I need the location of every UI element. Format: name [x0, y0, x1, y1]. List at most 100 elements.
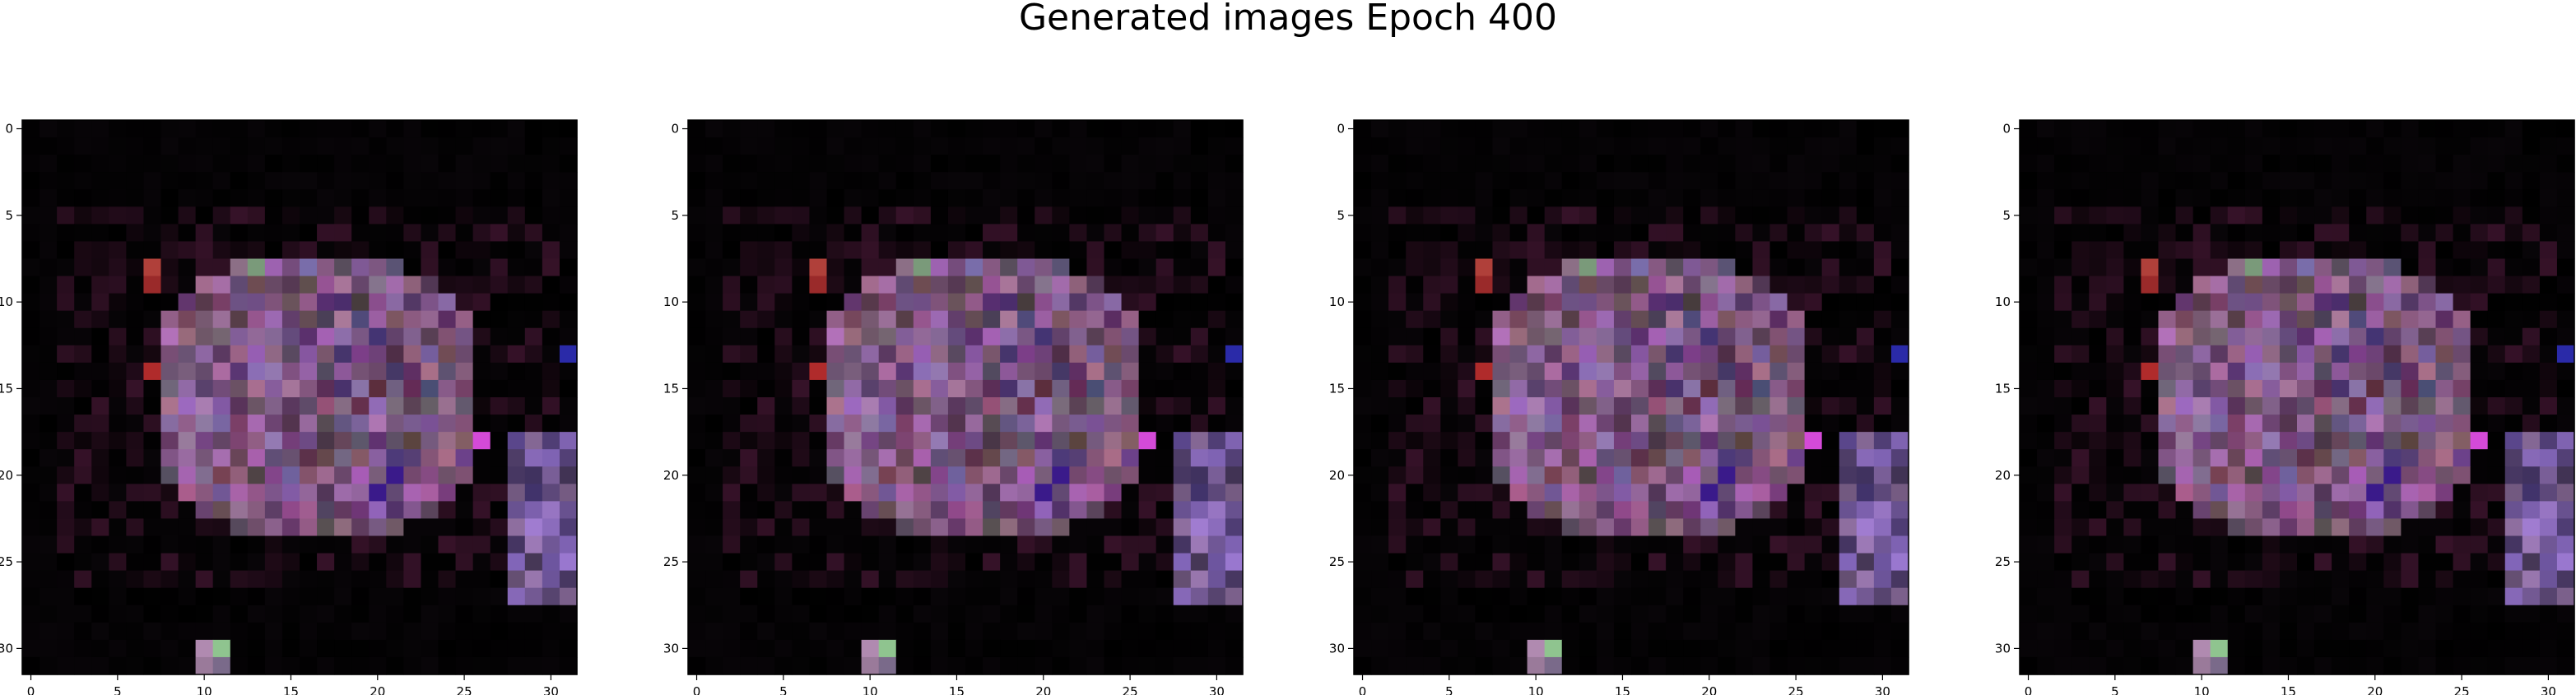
pixel [1527, 172, 1546, 190]
pixel [913, 189, 932, 207]
pixel [809, 501, 828, 520]
pixel [1839, 432, 1858, 450]
pixel [723, 362, 741, 381]
pixel [1458, 466, 1476, 484]
pixel [1423, 155, 1441, 173]
pixel [2071, 206, 2090, 225]
pixel [1804, 622, 1823, 641]
y-tick-label: 15 [1329, 381, 1345, 396]
pixel [2418, 535, 2437, 554]
pixel [212, 570, 231, 589]
pixel [1371, 224, 1389, 243]
pixel [74, 327, 92, 346]
pixel [2401, 432, 2420, 450]
pixel [913, 415, 932, 433]
pixel [2349, 553, 2367, 572]
pixel [2175, 587, 2194, 606]
pixel [2279, 605, 2298, 623]
pixel [1069, 224, 1088, 243]
pixel [1440, 415, 1458, 433]
pixel [1406, 206, 1424, 225]
pixel [1000, 327, 1018, 346]
pixel [1225, 570, 1244, 589]
pixel [1579, 276, 1597, 294]
pixel [2106, 535, 2124, 554]
pixel [2522, 415, 2541, 433]
pixel [1666, 587, 1684, 606]
pixel [2037, 293, 2055, 312]
pixel [334, 605, 352, 623]
pixel [334, 379, 352, 398]
pixel [1406, 449, 1424, 467]
pixel [1121, 553, 1140, 572]
pixel [1683, 587, 1701, 606]
pixel [2470, 120, 2489, 138]
pixel [1666, 432, 1684, 450]
y-tick-label: 5 [2002, 208, 2011, 223]
pixel [1017, 206, 1035, 225]
pixel [2262, 535, 2281, 554]
pixel [1527, 120, 1546, 138]
pixel [1492, 484, 1511, 502]
pixel [300, 535, 318, 554]
pixel [2227, 120, 2246, 138]
pixel [281, 553, 300, 572]
pixel [1138, 172, 1157, 190]
pixel [230, 120, 249, 138]
pixel [2158, 397, 2177, 415]
pixel [740, 587, 758, 606]
pixel [126, 622, 145, 641]
pixel [1035, 120, 1053, 138]
pixel [559, 241, 578, 260]
pixel [524, 518, 543, 537]
pixel [1648, 224, 1667, 243]
pixel [1787, 466, 1806, 484]
pixel [109, 622, 127, 641]
pixel [2401, 553, 2420, 572]
pixel [2349, 656, 2367, 675]
pixel [2522, 327, 2541, 346]
pixel [212, 293, 231, 312]
pixel [1873, 172, 1892, 190]
pixel [559, 362, 578, 381]
pixel [2297, 362, 2315, 381]
pixel [2349, 535, 2367, 554]
pixel [913, 466, 932, 484]
pixel [40, 293, 58, 312]
pixel [403, 501, 422, 520]
pixel [1423, 172, 1441, 190]
pixel [1821, 639, 1840, 658]
pixel [2522, 172, 2541, 190]
pixel [774, 258, 793, 277]
pixel [1458, 656, 1476, 675]
pixel [1207, 535, 1226, 554]
x-tick-label: 25 [2454, 684, 2470, 695]
pixel [317, 362, 335, 381]
pixel [403, 466, 422, 484]
pixel [2089, 605, 2107, 623]
pixel [2141, 639, 2160, 658]
pixel [1856, 137, 1875, 155]
pixel [524, 622, 543, 641]
pixel [2020, 518, 2038, 537]
pixel [40, 379, 58, 398]
pixel [472, 535, 491, 554]
pixel [861, 432, 880, 450]
pixel [559, 466, 578, 484]
pixel [1873, 553, 1892, 572]
pixel [723, 397, 741, 415]
pixel [1804, 656, 1823, 675]
pixel [2435, 656, 2454, 675]
pixel [2020, 224, 2038, 243]
pixel [126, 189, 145, 207]
pixel [281, 276, 300, 294]
pixel [740, 379, 758, 398]
pixel [2071, 310, 2090, 329]
pixel [230, 362, 249, 381]
pixel [1752, 310, 1771, 329]
pixel [2314, 224, 2332, 243]
pixel [1596, 553, 1615, 572]
pixel [809, 276, 828, 294]
pixel [1069, 415, 1088, 433]
pixel [1225, 415, 1244, 433]
